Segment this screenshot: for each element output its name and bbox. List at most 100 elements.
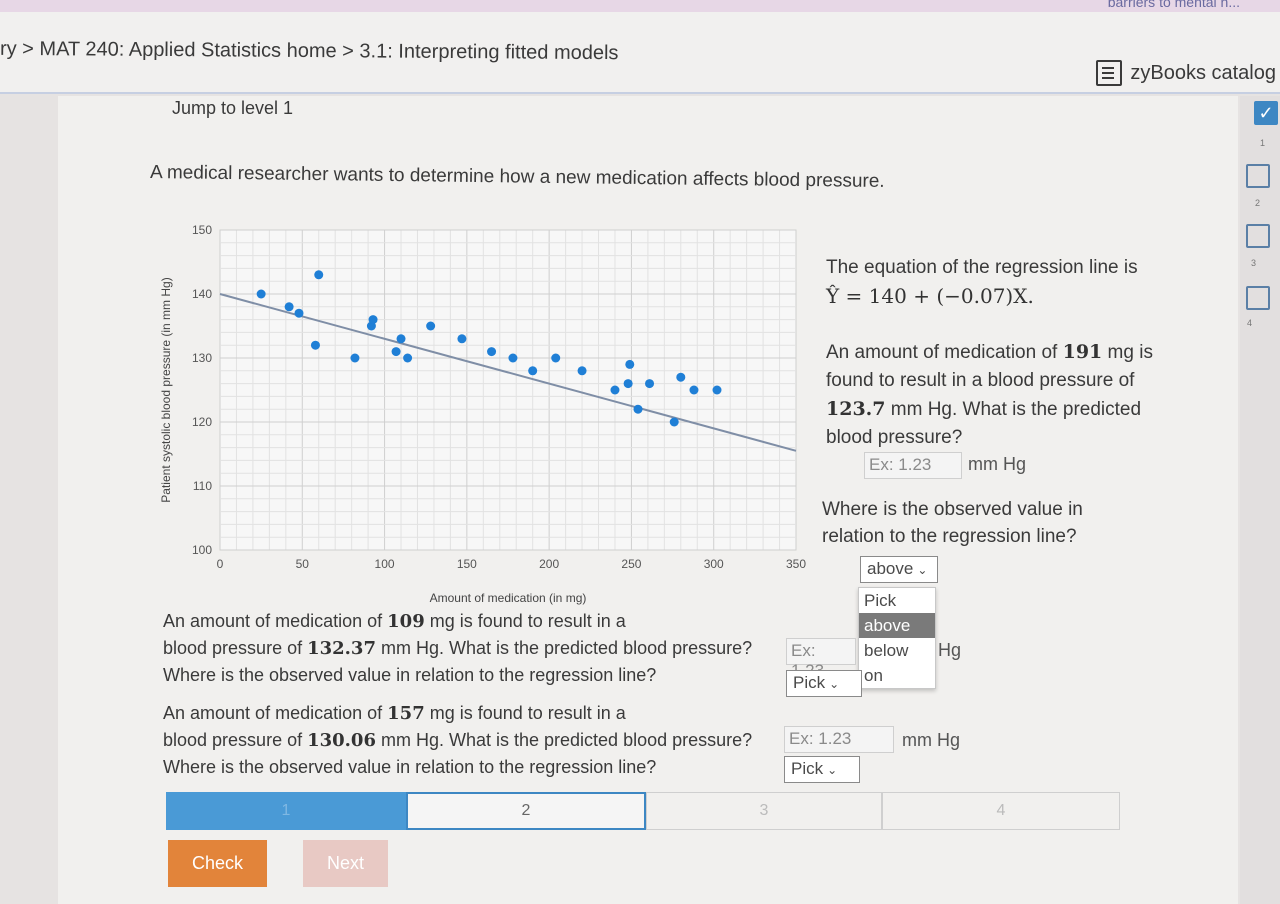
x-tick-label: 100 [375,557,395,571]
q3-relation-select[interactable]: Pick ⌄ [784,756,860,783]
q1-text-a: An amount of medication of [826,342,1063,363]
q1-bp: 123.7 [826,398,886,420]
breadcrumb-bar: ry > MAT 240: Applied Statistics home > … [0,12,1280,94]
equation-block: The equation of the regression line is Ŷ… [826,254,1138,310]
y-axis-label: Patient systolic blood pressure (in mm H… [159,277,173,502]
q2-select-value: Pick [793,673,826,692]
equation-intro: The equation of the regression line is [826,257,1138,278]
x-tick-label: 150 [457,557,477,571]
data-point [426,321,436,331]
data-point [294,308,304,318]
data-point [403,353,413,363]
level-nav [1240,96,1280,904]
level-box-3[interactable] [1246,224,1270,248]
y-tick-label: 110 [193,479,212,493]
y-tick-label: 100 [192,543,212,557]
progress-step-1[interactable]: 1 [166,792,406,830]
data-point [284,302,294,312]
level-number: 4 [1247,318,1253,328]
q2-text-c: blood pressure of [163,638,308,658]
chevron-down-icon: ⌄ [827,763,838,777]
data-point [256,289,266,299]
level-box-4[interactable] [1246,286,1270,310]
x-tick-label: 200 [539,557,559,571]
jump-to-level-link[interactable]: Jump to level 1 [172,98,294,118]
q2-text-d: mm Hg. What is the predicted blood press… [375,638,753,658]
q1-relation-select[interactable]: above ⌄ [860,556,938,583]
catalog-label: zyBooks catalog [1130,61,1276,84]
q3-bp: 130.06 [307,730,376,751]
data-point [712,385,722,395]
q2-dose: 109 [387,611,425,632]
data-point [314,270,324,280]
x-axis-label: Amount of medication (in mg) [430,591,587,605]
data-point [391,347,401,357]
data-point [396,334,406,344]
next-button[interactable]: Next [303,840,388,887]
scatter-chart: 0 50 100 150 200 250 300 350 100 110 120 130 140 150 A… [159,223,806,605]
q1-dose: 191 [1062,341,1103,363]
q2-relation-select[interactable]: Pick ⌄ [786,670,862,697]
level-number: 3 [1251,258,1257,268]
x-tick-label: 250 [621,557,641,571]
plot-area [219,229,797,551]
q2-relation-question: Where is the observed value in relation … [163,665,657,685]
data-point [645,379,655,389]
question-1: An amount of medication of 191 mg is fou… [826,338,1156,452]
data-point [689,385,699,395]
data-point [676,372,686,382]
dropdown-option-above[interactable]: above [859,613,935,638]
chevron-down-icon: ⌄ [829,677,840,691]
dropdown-option-below[interactable]: below [864,641,909,660]
q3-dose: 157 [387,703,425,724]
y-tick-label: 120 [192,415,212,429]
x-tick-label: 0 [217,557,224,571]
q3-text-b: mg is found to result in a [424,703,626,723]
progress-step-3[interactable]: 3 [646,792,882,830]
dropdown-option-pick[interactable]: Pick [864,591,897,610]
q3-answer-input[interactable]: Ex: 1.23 [784,726,894,753]
q1-relation-question: Where is the observed value in relation … [822,499,1083,547]
data-point [551,353,561,363]
data-point [487,347,497,357]
x-tick-label: 50 [296,557,310,571]
regression-line [219,293,797,452]
q2-answer-input[interactable]: Ex: 1.23 [786,638,856,680]
data-point [528,366,538,376]
q1-select-value: above [867,559,914,578]
data-point [610,385,620,395]
progress-step-2[interactable]: 2 [406,792,646,830]
y-tick-label: 130 [192,351,212,365]
check-button[interactable]: Check [168,840,267,887]
q1-text-c: mm Hg. What is the predicted blood press… [826,399,1142,448]
data-point [623,379,633,389]
q2-text-a: An amount of medication of [163,611,388,631]
data-point [508,353,518,363]
data-point [310,340,320,350]
q2-bp: 132.37 [307,638,376,659]
catalog-link[interactable]: zyBooks catalog [1096,60,1276,86]
q3-select-value: Pick [791,759,824,778]
progress-step-4[interactable]: 4 [882,792,1120,830]
q2-unit: Hg [938,640,962,660]
data-point [669,417,679,427]
q1-text-b: mg is found to result in a blood pressur… [826,342,1153,391]
x-tick-label: 300 [704,557,724,571]
breadcrumb[interactable]: ry > MAT 240: Applied Statistics home > … [0,37,619,65]
dropdown-option-on[interactable]: on [864,666,883,685]
data-point [625,359,635,369]
q1-unit: mm Hg [968,454,1026,474]
level-box-2[interactable] [1246,164,1270,188]
question-2: An amount of medication of 109 mg is fou… [163,608,752,688]
data-point [350,353,360,363]
equation-formula: Ŷ = 140 + (−0.07)X. [826,284,1034,308]
x-tick-label: 350 [786,557,806,571]
q3-text-c: blood pressure of [163,730,308,750]
chevron-down-icon: ⌄ [917,563,928,577]
level-complete-check-icon[interactable]: ✓ [1254,101,1278,125]
data-point [577,366,587,376]
q3-unit: mm Hg [902,730,960,750]
level-progress-bar: 1 2 3 4 [166,792,1120,834]
data-point [368,315,378,325]
q1-answer-input[interactable]: Ex: 1.23 [864,452,962,479]
